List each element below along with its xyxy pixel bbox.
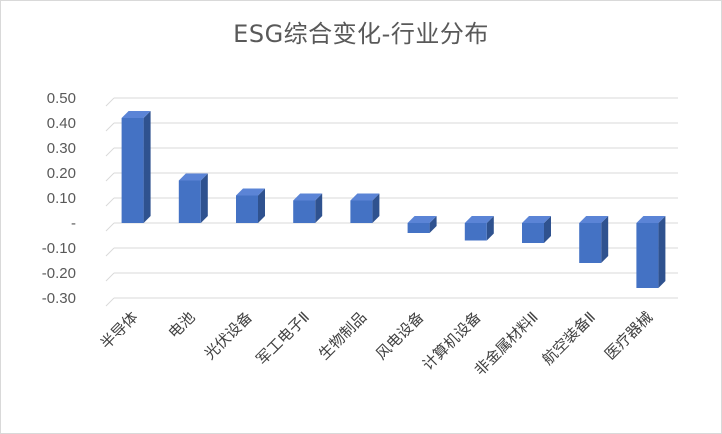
bar-front bbox=[178, 180, 201, 223]
bar bbox=[121, 111, 151, 223]
y-tick-label: -0.20 bbox=[42, 265, 76, 282]
bar-top bbox=[522, 216, 551, 223]
gridline-slant bbox=[105, 222, 115, 232]
gridline-slant bbox=[105, 122, 115, 132]
bar-side bbox=[143, 111, 151, 223]
bar-front bbox=[407, 223, 430, 233]
y-tick-label: 0.50 bbox=[47, 90, 76, 107]
bar-top bbox=[178, 173, 208, 181]
bar-top bbox=[636, 216, 666, 223]
bar-top bbox=[579, 216, 609, 223]
x-tick-label: 电池 bbox=[165, 308, 199, 342]
x-tick-label: 光伏设备 bbox=[201, 308, 256, 363]
gridline-slant bbox=[105, 97, 115, 107]
gridline-slant bbox=[105, 247, 115, 257]
bar bbox=[522, 216, 551, 243]
y-tick-label: -0.10 bbox=[42, 240, 76, 257]
gridline-slant bbox=[105, 197, 115, 207]
y-tick-label: 0.20 bbox=[47, 165, 76, 182]
bar bbox=[464, 216, 494, 241]
bar bbox=[350, 193, 380, 223]
bar-front bbox=[293, 200, 316, 223]
gridline-slant bbox=[105, 147, 115, 157]
bar-side bbox=[372, 193, 380, 223]
bar-top bbox=[407, 216, 437, 223]
y-tick-label: - bbox=[71, 215, 76, 232]
gridline-slant bbox=[105, 172, 115, 182]
bar bbox=[236, 188, 265, 223]
bar-front bbox=[236, 195, 258, 223]
y-tick-label: -0.30 bbox=[42, 290, 76, 307]
y-tick-label: 0.40 bbox=[47, 115, 76, 132]
bars bbox=[121, 111, 666, 288]
bar bbox=[579, 216, 609, 263]
x-tick-label: 医疗器械 bbox=[601, 308, 656, 363]
bar-front bbox=[636, 223, 659, 288]
bar-side bbox=[429, 216, 437, 233]
x-tick-label: 半导体 bbox=[97, 308, 142, 353]
gridline-slant bbox=[105, 297, 115, 307]
x-tick-label: 军工电子Ⅱ bbox=[253, 308, 313, 368]
bar bbox=[178, 173, 208, 223]
bar-top bbox=[236, 188, 265, 196]
bar-side bbox=[486, 216, 494, 241]
bar-side bbox=[200, 173, 208, 223]
chart-title: ESG综合变化-行业分布 bbox=[233, 20, 489, 48]
x-tick-label: 风电设备 bbox=[372, 308, 427, 363]
bar-top bbox=[121, 111, 151, 118]
bar-side bbox=[658, 216, 666, 288]
gridline-slant bbox=[105, 272, 115, 282]
bar-side bbox=[315, 193, 323, 223]
bar bbox=[636, 216, 666, 288]
bar-front bbox=[350, 200, 373, 223]
y-tick-label: 0.30 bbox=[47, 140, 76, 157]
bar-top bbox=[293, 193, 323, 201]
bar-front bbox=[121, 118, 144, 223]
bar-side bbox=[258, 188, 265, 223]
bar-front bbox=[579, 223, 602, 263]
x-tick-label: 航空装备Ⅱ bbox=[539, 308, 599, 368]
bar bbox=[407, 216, 437, 233]
y-axis-ticks: -0.30-0.20-0.10-0.100.200.300.400.50 bbox=[42, 90, 76, 307]
bar-top bbox=[350, 193, 380, 201]
bar-front bbox=[522, 223, 544, 243]
bar bbox=[293, 193, 323, 223]
bar-front bbox=[464, 223, 487, 241]
bar-side bbox=[544, 216, 551, 243]
bar-top bbox=[464, 216, 494, 223]
bar-side bbox=[601, 216, 609, 263]
y-tick-label: 0.10 bbox=[47, 190, 76, 207]
x-tick-label: 生物制品 bbox=[315, 308, 370, 363]
